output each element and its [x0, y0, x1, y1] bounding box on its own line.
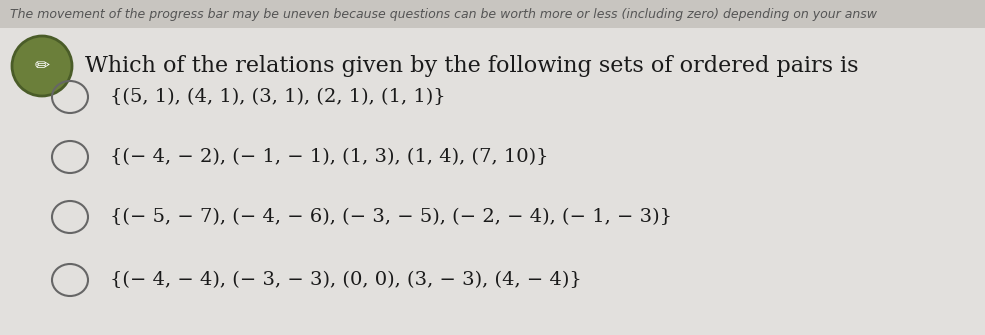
Text: The movement of the progress bar may be uneven because questions can be worth mo: The movement of the progress bar may be … [10, 7, 877, 20]
Text: ✏: ✏ [34, 57, 49, 75]
Text: Which of the relations given by the following sets of ordered pairs is: Which of the relations given by the foll… [85, 55, 866, 77]
Ellipse shape [12, 36, 72, 96]
Text: {(− 5, − 7), (− 4, − 6), (− 3, − 5), (− 2, − 4), (− 1, − 3)}: {(− 5, − 7), (− 4, − 6), (− 3, − 5), (− … [110, 208, 672, 226]
Bar [0, 0, 985, 28]
Text: {(5, 1), (4, 1), (3, 1), (2, 1), (1, 1)}: {(5, 1), (4, 1), (3, 1), (2, 1), (1, 1)} [110, 88, 445, 106]
Text: {(− 4, − 4), (− 3, − 3), (0, 0), (3, − 3), (4, − 4)}: {(− 4, − 4), (− 3, − 3), (0, 0), (3, − 3… [110, 271, 582, 289]
Text: {(− 4, − 2), (− 1, − 1), (1, 3), (1, 4), (7, 10)}: {(− 4, − 2), (− 1, − 1), (1, 3), (1, 4),… [110, 148, 549, 166]
